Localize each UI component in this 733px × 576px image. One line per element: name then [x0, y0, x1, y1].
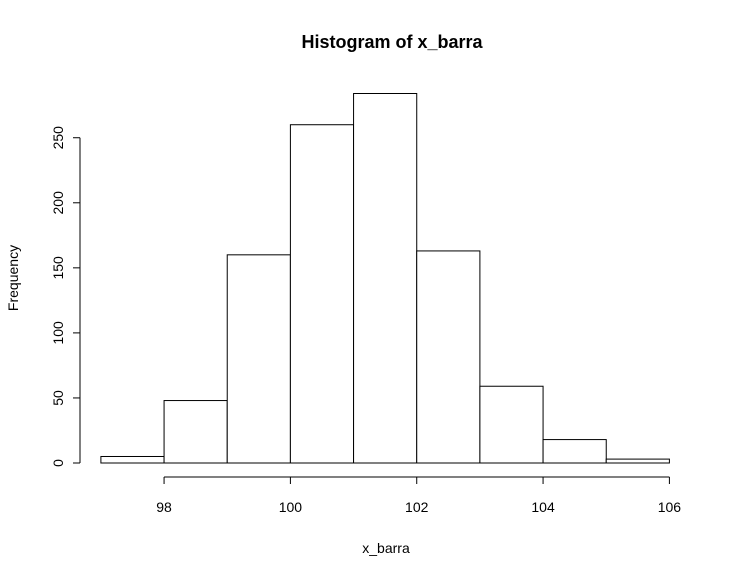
histogram-bar-8 [605, 458, 670, 464]
y-tick-label-4: 200 [50, 191, 66, 215]
histogram-bar-5 [416, 250, 481, 464]
bars-group [100, 93, 670, 464]
y-tick-label-2: 100 [50, 321, 66, 345]
x-tick-label-0: 98 [156, 499, 172, 515]
histogram-bar-3 [289, 124, 355, 464]
histogram-bar-2 [226, 254, 291, 464]
y-tick-label-0: 0 [50, 459, 66, 467]
x-tick-label-3: 104 [531, 499, 555, 515]
x-axis: 98 100 102 104 106 [156, 476, 682, 515]
histogram-bar-4 [353, 93, 418, 464]
x-tick-label-1: 100 [279, 499, 303, 515]
histogram-bar-1 [163, 400, 228, 464]
y-tick-label-5: 250 [50, 126, 66, 150]
x-tick-label-4: 106 [658, 499, 682, 515]
y-axis: 0 50 100 150 200 250 [50, 126, 81, 467]
y-tick-label-1: 50 [50, 390, 66, 406]
x-axis-label: x_barra [362, 540, 410, 556]
histogram-bar-7 [542, 439, 607, 464]
x-tick-label-2: 102 [405, 499, 429, 515]
chart-title: Histogram of x_barra [301, 32, 483, 52]
y-axis-label: Frequency [5, 245, 21, 311]
histogram-bar-0 [100, 455, 165, 464]
y-tick-label-3: 150 [50, 256, 66, 280]
histogram-bar-6 [479, 385, 544, 464]
